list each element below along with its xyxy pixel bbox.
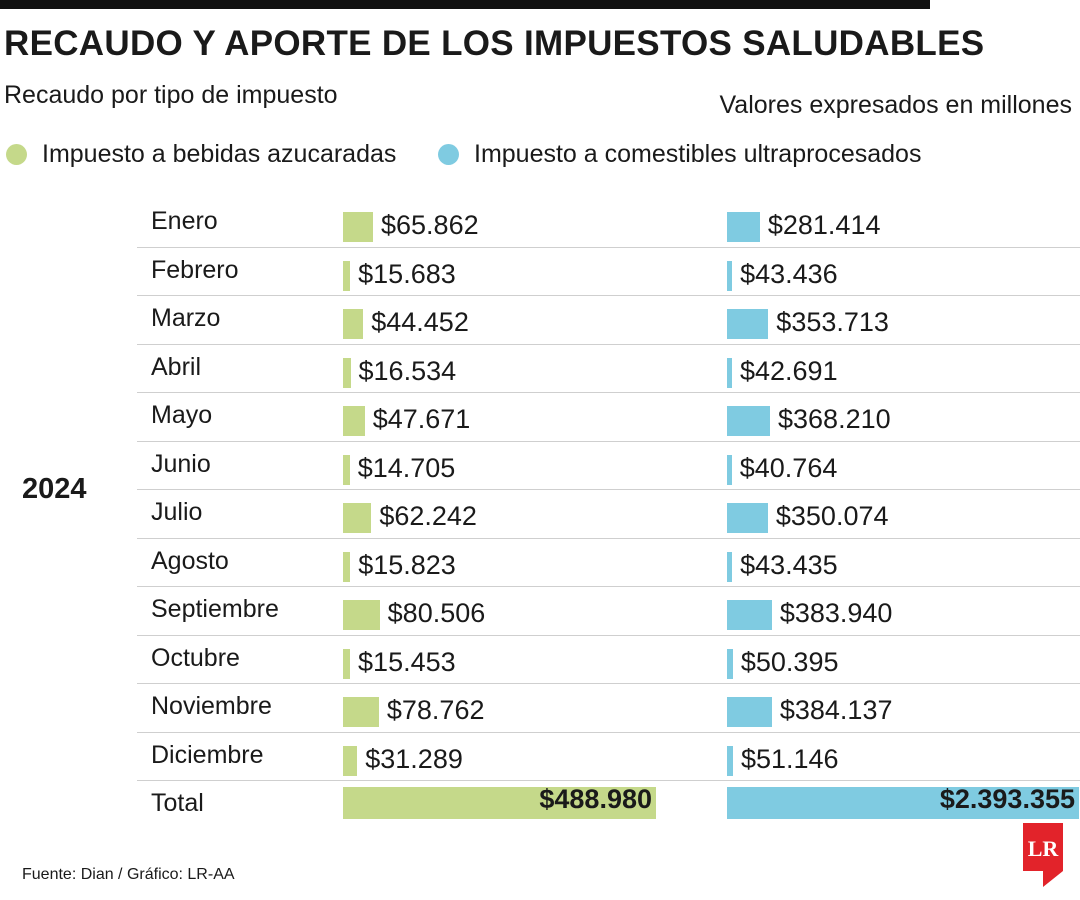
value-label-bebidas: $44.452	[371, 307, 469, 337]
bar-bebidas	[343, 745, 358, 776]
value-label-bebidas: $14.705	[357, 452, 456, 483]
value-label-comestibles: $51.146	[740, 743, 839, 774]
value-label-comestibles: $368.210	[778, 404, 891, 434]
legend-label-comestibles: Impuesto a comestibles ultraprocesados	[474, 139, 922, 168]
top-rule	[0, 0, 930, 9]
value-label-comestibles: $281.414	[767, 210, 881, 240]
month-label: Agosto	[151, 546, 229, 575]
chart-title: RECAUDO Y APORTE DE LOS IMPUESTOS SALUDA…	[4, 24, 985, 63]
bar-bebidas	[343, 309, 364, 339]
bar-bebidas	[343, 406, 365, 436]
bar-bebidas	[343, 697, 379, 727]
month-label: Octubre	[151, 643, 240, 672]
bar-comestibles	[727, 309, 769, 339]
value-label-comestibles: $350.074	[775, 501, 889, 531]
bar-comestibles	[727, 454, 732, 485]
total-bar-comestibles	[727, 787, 1079, 819]
table-row: Agosto $15.823 $43.435	[137, 538, 1080, 587]
bar-bebidas	[343, 454, 350, 485]
lr-logo-text: LR	[1028, 836, 1060, 861]
value-label-bebidas: $80.506	[387, 598, 486, 628]
month-label: Diciembre	[151, 740, 264, 769]
chart-subtitle: Recaudo por tipo de impuesto	[4, 81, 338, 109]
month-label: Marzo	[151, 304, 221, 332]
table-row: Diciembre $31.289 $51.146	[137, 732, 1080, 781]
value-label-comestibles: $353.713	[776, 307, 889, 337]
table-row: Febrero $15.683 $43.436	[137, 247, 1080, 296]
month-label: Septiembre	[151, 595, 279, 623]
legend-swatch-comestibles	[438, 143, 459, 165]
total-row: Total $488.980 $2.393.355	[137, 780, 1080, 829]
bar-bebidas	[343, 260, 351, 291]
value-label-comestibles: $40.764	[739, 452, 838, 483]
units-note: Valores expresados en millones	[719, 91, 1072, 119]
table-row: Septiembre $80.506 $383.940	[137, 586, 1080, 636]
month-label: Mayo	[151, 401, 213, 429]
year-label: 2024	[22, 473, 87, 505]
value-label-bebidas: $31.289	[365, 743, 463, 774]
value-label-comestibles: $384.137	[779, 695, 893, 725]
table-row: Noviembre $78.762 $384.137	[137, 683, 1080, 733]
bar-comestibles	[727, 406, 770, 436]
bar-comestibles	[727, 503, 768, 533]
legend-item-comestibles: Impuesto a comestibles ultraprocesados	[438, 138, 921, 170]
bar-bebidas	[343, 357, 351, 388]
total-bar-bebidas	[343, 787, 656, 819]
bar-comestibles	[727, 551, 733, 582]
month-label: Junio	[151, 449, 211, 478]
bar-bebidas	[343, 648, 351, 679]
bar-comestibles	[727, 600, 772, 630]
bar-comestibles	[727, 648, 733, 679]
value-label-bebidas: $78.762	[386, 695, 485, 725]
value-label-comestibles: $43.436	[740, 258, 838, 289]
value-label-comestibles: $383.940	[779, 598, 893, 628]
month-label: Abril	[151, 352, 202, 381]
total-value-bebidas: $488.980	[539, 784, 652, 814]
table-row: Mayo $47.671 $368.210	[137, 392, 1080, 442]
total-value-comestibles: $2.393.355	[939, 784, 1075, 814]
source-note: Fuente: Dian / Gráfico: LR-AA	[22, 866, 235, 883]
legend-label-bebidas: Impuesto a bebidas azucaradas	[42, 139, 397, 168]
value-label-bebidas: $15.453	[358, 646, 456, 677]
value-label-comestibles: $50.395	[740, 646, 839, 677]
value-label-comestibles: $43.435	[740, 549, 838, 580]
value-label-bebidas: $15.683	[358, 258, 456, 289]
bar-bebidas	[343, 212, 373, 242]
table-row: Julio $62.242 $350.074	[137, 489, 1080, 539]
bar-bebidas	[343, 600, 380, 630]
month-label: Noviembre	[151, 692, 272, 720]
value-label-bebidas: $16.534	[358, 355, 457, 386]
table-row: Octubre $15.453 $50.395	[137, 635, 1080, 684]
value-label-bebidas: $62.242	[379, 501, 477, 531]
bar-comestibles	[727, 212, 760, 242]
value-label-bebidas: $15.823	[358, 549, 456, 580]
table-row: Marzo $44.452 $353.713	[137, 295, 1080, 345]
table-row: Abril $16.534 $42.691	[137, 344, 1080, 393]
legend-item-bebidas: Impuesto a bebidas azucaradas	[6, 138, 396, 170]
month-label: Julio	[151, 498, 203, 526]
value-label-bebidas: $65.862	[381, 210, 479, 240]
total-label: Total	[151, 789, 204, 817]
bar-comestibles	[727, 260, 733, 291]
bar-comestibles	[727, 357, 732, 388]
month-label: Febrero	[151, 255, 239, 284]
table-row: Enero $65.862 $281.414	[137, 198, 1080, 248]
bar-bebidas	[343, 503, 372, 533]
lr-logo: LR	[1023, 823, 1063, 887]
legend-swatch-bebidas	[6, 143, 27, 165]
bar-comestibles	[727, 697, 772, 727]
table-row: Junio $14.705 $40.764	[137, 441, 1080, 490]
value-label-comestibles: $42.691	[739, 355, 838, 386]
month-label: Enero	[151, 207, 218, 235]
bar-bebidas	[343, 551, 351, 582]
value-label-bebidas: $47.671	[372, 404, 471, 434]
bar-comestibles	[727, 745, 733, 776]
